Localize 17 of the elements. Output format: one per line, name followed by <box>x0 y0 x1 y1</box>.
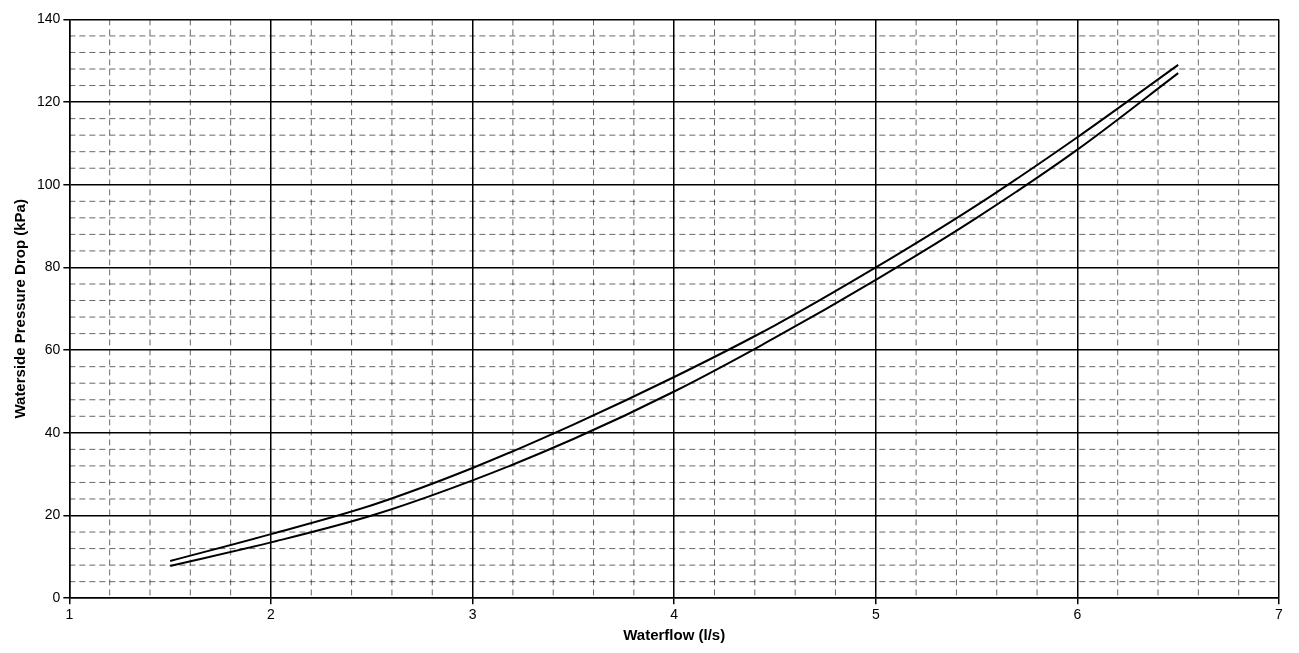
x-tick-label: 1 <box>65 606 74 623</box>
y-tick-label: 80 <box>44 258 61 275</box>
y-tick-label: 60 <box>44 341 61 357</box>
x-tick-label: 4 <box>670 606 679 623</box>
y-tick-label: 140 <box>37 10 61 27</box>
y-tick-label: 0 <box>52 589 61 606</box>
x-tick-label: 5 <box>871 606 880 623</box>
x-tick-label: 2 <box>267 606 276 623</box>
x-tick-label: 7 <box>1275 606 1284 623</box>
y-tick-label: 120 <box>37 92 61 109</box>
x-tick-label: 3 <box>468 606 477 623</box>
y-tick-label: 20 <box>44 506 61 523</box>
y-tick-label: 40 <box>44 423 61 440</box>
y-axis-title: Waterside Pressure Drop (kPa) <box>11 199 29 419</box>
y-tick-label: 100 <box>37 175 61 192</box>
x-tick-label: 6 <box>1073 606 1082 623</box>
x-axis-title: Waterflow (l/s) <box>623 626 726 644</box>
